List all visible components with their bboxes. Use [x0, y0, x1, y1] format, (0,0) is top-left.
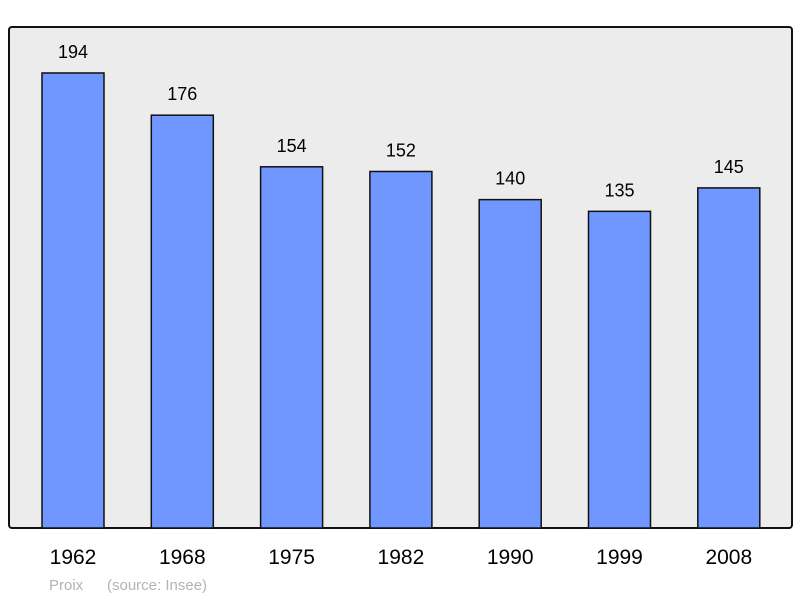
- bar-1968: [150, 114, 215, 529]
- data-label-1962: 194: [58, 42, 88, 62]
- x-tick-label-1962: 1962: [50, 546, 97, 569]
- footer-place: Proix: [49, 577, 84, 594]
- data-label-2008: 145: [714, 157, 744, 177]
- data-label-1968: 176: [167, 84, 197, 104]
- data-label-1982: 152: [386, 140, 416, 160]
- bar-1999: [587, 210, 652, 529]
- footer-source: (source: Insee): [107, 577, 207, 594]
- x-tick-label-1982: 1982: [378, 546, 425, 569]
- x-tick-label-1990: 1990: [487, 546, 534, 569]
- bar-1975: [259, 166, 324, 529]
- data-label-1999: 135: [604, 180, 634, 200]
- bar-2008: [697, 187, 761, 529]
- bar-1982: [369, 170, 433, 529]
- x-tick-label-1975: 1975: [268, 546, 315, 569]
- data-label-1990: 140: [495, 169, 525, 189]
- x-tick-label-1999: 1999: [596, 546, 643, 569]
- x-tick-label-2008: 2008: [705, 546, 752, 569]
- bar-1990: [478, 198, 542, 529]
- bar-1962: [41, 72, 105, 529]
- x-tick-label-1968: 1968: [159, 546, 206, 569]
- data-label-1975: 154: [277, 136, 307, 156]
